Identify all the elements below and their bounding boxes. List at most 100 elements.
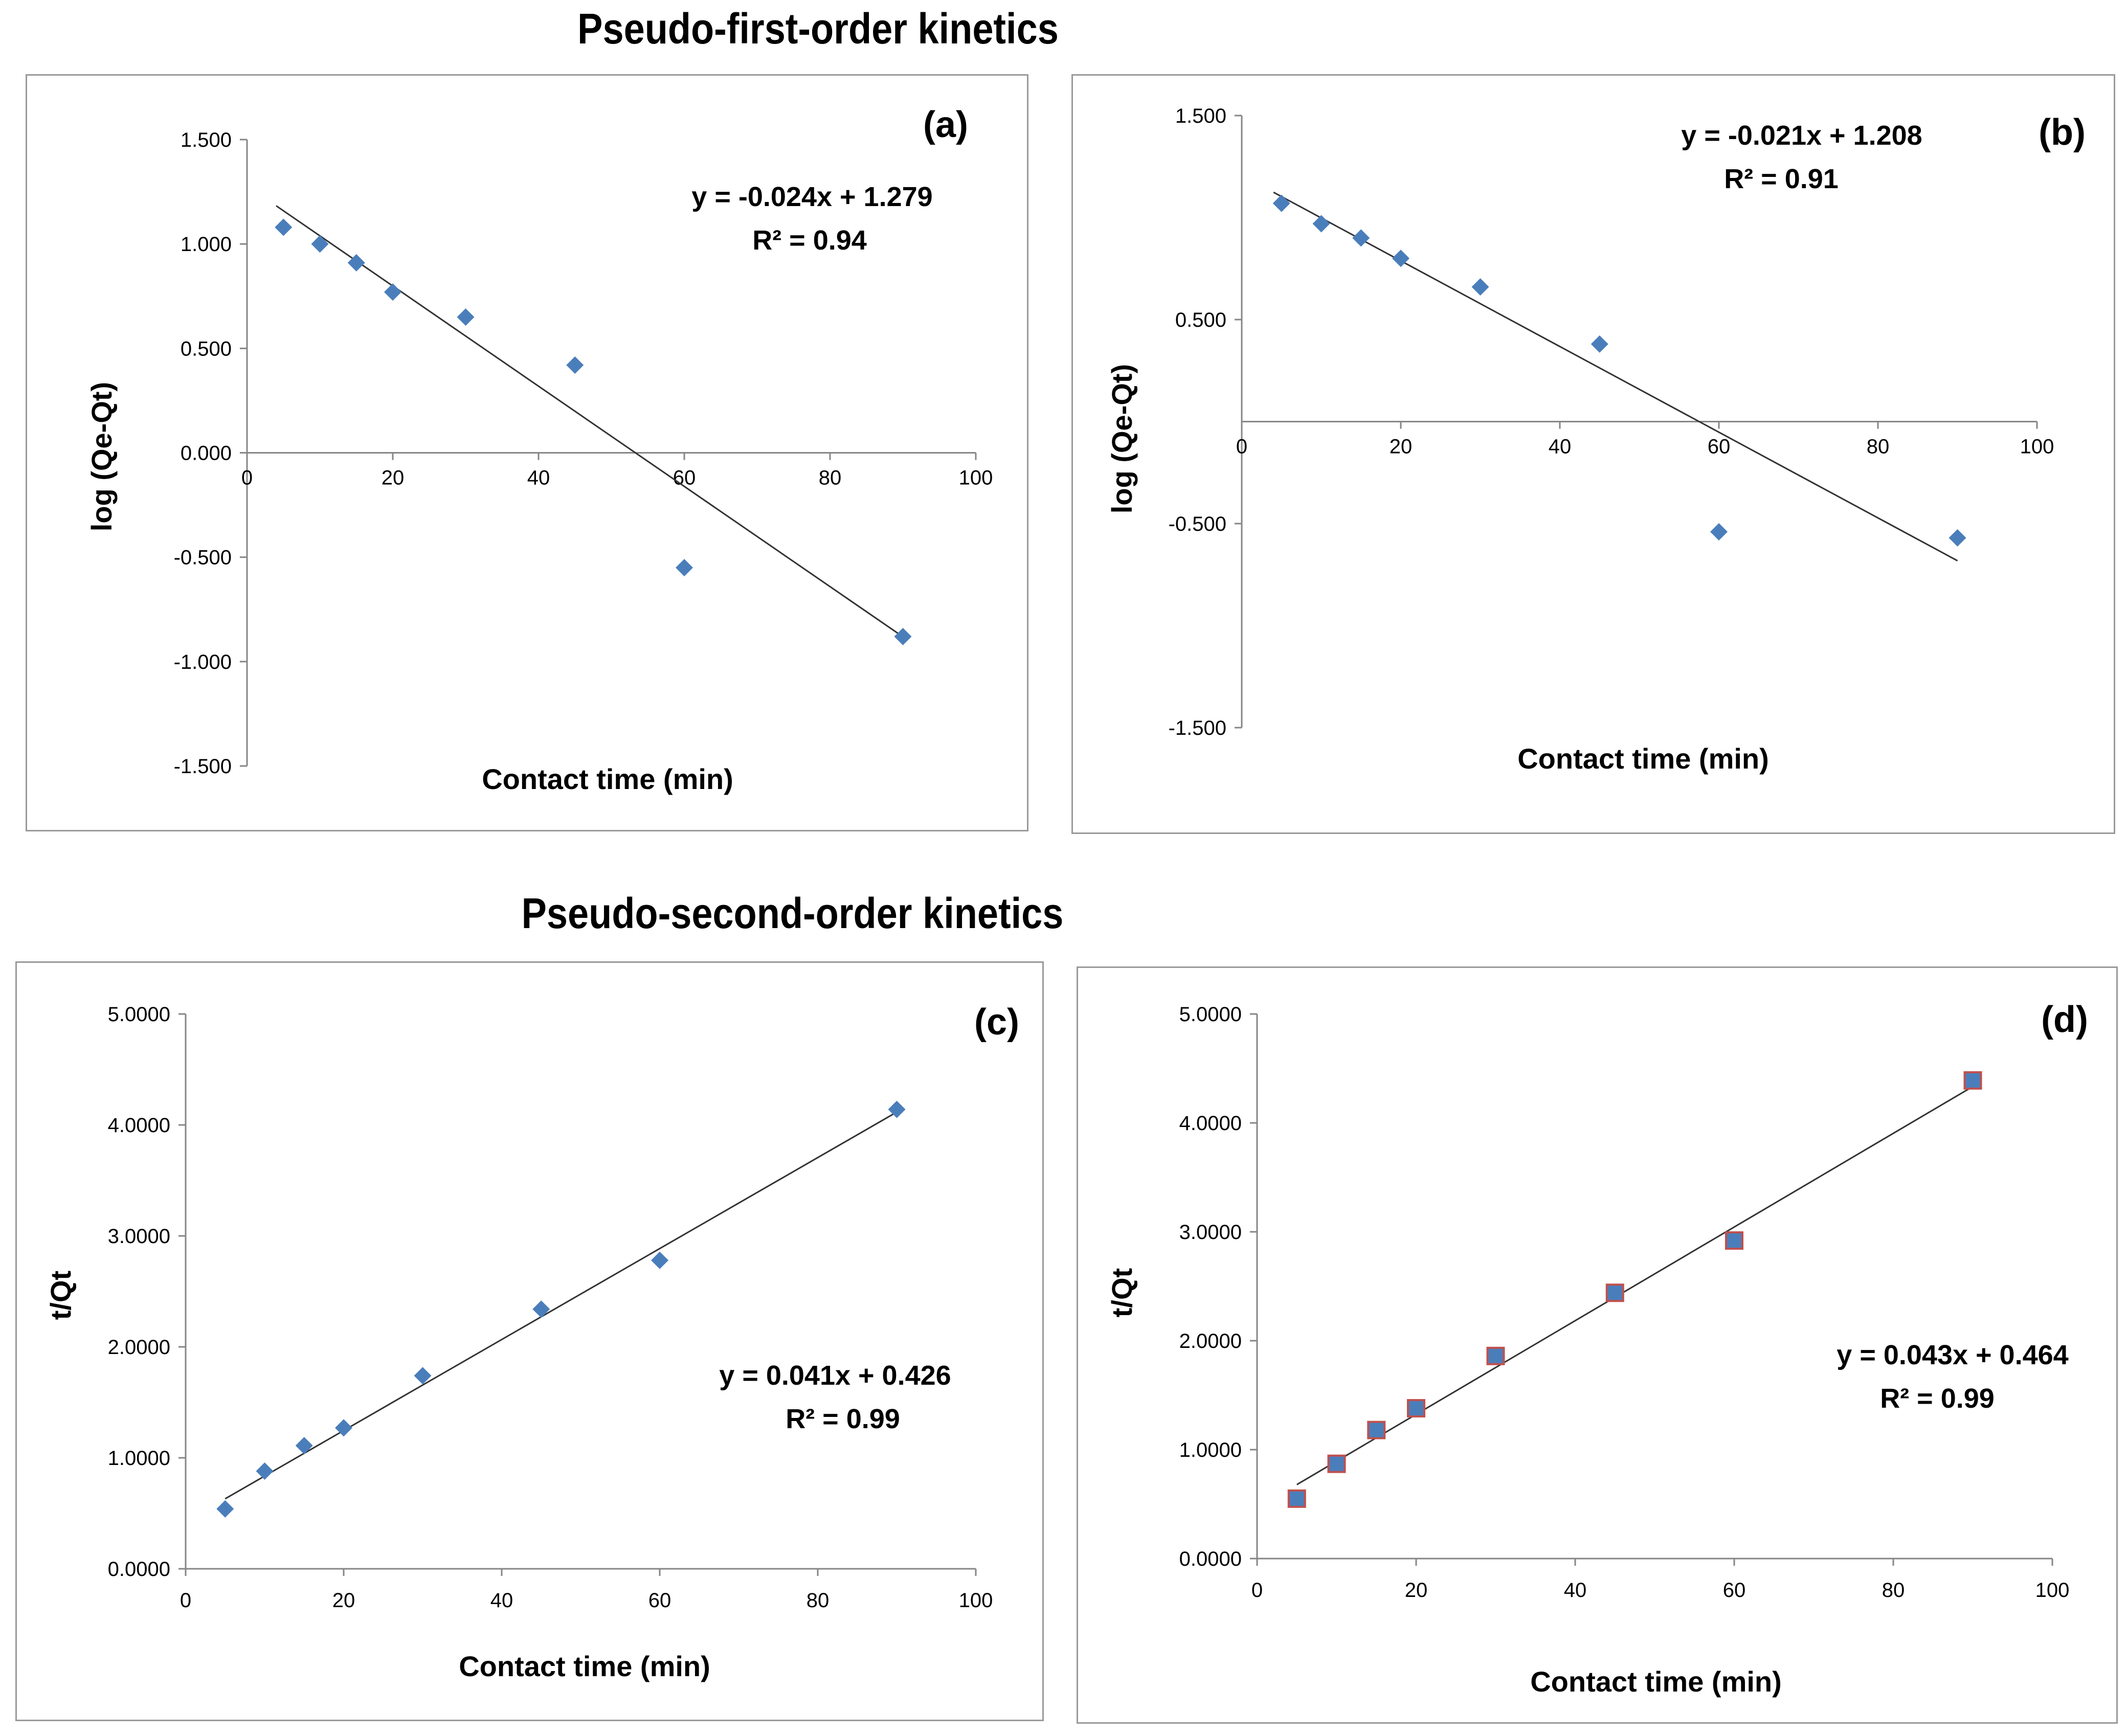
x-tick-label: 40 (490, 1589, 513, 1612)
data-point (1392, 250, 1409, 267)
y-tick-label: 0.000 (181, 442, 232, 465)
trendline-equation: y = 0.043x + 0.464 (1837, 1340, 2068, 1370)
y-tick-label: -1.500 (1169, 717, 1226, 739)
y-tick-label: 3.0000 (108, 1225, 170, 1248)
y-tick-label: 2.0000 (1179, 1330, 1242, 1352)
x-tick-label: 40 (1564, 1579, 1587, 1602)
x-tick-label: 0 (1251, 1579, 1263, 1602)
data-point (1367, 1421, 1386, 1439)
chart-svg: 0.0000 1.0000 2.0000 3.0000 4.0000 5.0000 0 20 4… (44, 1002, 1019, 1682)
data-point (1287, 1489, 1306, 1508)
y-tick-label: 4.0000 (108, 1114, 170, 1137)
panel-label: (d) (2041, 999, 2088, 1040)
y-tick-label: 5.0000 (108, 1003, 170, 1026)
x-tick-label: 40 (1549, 436, 1572, 458)
data-point (1272, 194, 1290, 212)
x-tick-label: 100 (959, 1589, 993, 1612)
r-squared-label: R² = 0.99 (786, 1404, 900, 1434)
chart-panel-b: -1.500 -0.500 0.500 1.500 0 20 40 60 80 100 y = -0… (1071, 74, 2115, 834)
data-point (1725, 1231, 1743, 1250)
y-tick-label: 2.0000 (108, 1336, 170, 1359)
data-point (1710, 523, 1728, 540)
chart-panel-c: 0.0000 1.0000 2.0000 3.0000 4.0000 5.0000 0 20 4… (15, 961, 1044, 1721)
x-tick-label: 60 (673, 467, 696, 489)
x-tick-label: 60 (1723, 1579, 1746, 1602)
x-tick-label: 60 (648, 1589, 671, 1612)
x-axis-title: Contact time (min) (482, 763, 733, 795)
x-tick-label: 80 (1867, 436, 1890, 458)
x-tick-label: 0 (1236, 436, 1247, 458)
y-tick-label: 0.0000 (1179, 1548, 1242, 1570)
trendline (225, 1111, 898, 1500)
x-axis-title: Contact time (min) (1530, 1665, 1782, 1698)
x-tick-label: 80 (1882, 1579, 1905, 1602)
section-title-second-order: Pseudo-second-order kinetics (521, 889, 1064, 937)
panel-label: (b) (2039, 112, 2086, 153)
data-point (676, 559, 693, 577)
data-point (275, 218, 293, 236)
data-point (311, 235, 329, 253)
x-tick-label: 20 (1405, 1579, 1428, 1602)
panel-label: (a) (923, 104, 968, 145)
y-tick-label: 1.500 (1175, 105, 1226, 127)
data-point (457, 308, 475, 326)
data-point (1312, 215, 1330, 233)
data-point (1471, 278, 1489, 296)
panel-label: (c) (974, 1002, 1019, 1043)
x-tick-label: 80 (807, 1589, 830, 1612)
y-tick-label: 4.0000 (1179, 1112, 1242, 1135)
data-point (384, 283, 401, 301)
data-point (1486, 1346, 1505, 1365)
y-tick-label: 0.0000 (108, 1558, 170, 1581)
data-point (295, 1437, 313, 1455)
data-point (1963, 1071, 1982, 1090)
trendline (1296, 1086, 1974, 1485)
x-tick-label: 100 (2035, 1579, 2070, 1602)
y-tick-label: 1.0000 (108, 1447, 170, 1470)
y-tick-label: -0.500 (1169, 513, 1226, 535)
y-tick-label: -1.000 (174, 651, 232, 673)
y-tick-label: 1.500 (181, 129, 232, 151)
x-tick-label: 0 (180, 1589, 191, 1612)
chart-panel-d: 0.0000 1.0000 2.0000 3.0000 4.0000 5.0000 0 20 4… (1077, 966, 2118, 1724)
y-tick-label: 5.0000 (1179, 1003, 1242, 1026)
chart-svg: 0.0000 1.0000 2.0000 3.0000 4.0000 5.0000 0 20 4… (1106, 999, 2088, 1698)
chart-svg: -1.500 -0.500 0.500 1.500 0 20 40 60 80 100 y = -0… (1106, 105, 2086, 775)
x-tick-label: 100 (959, 467, 993, 489)
data-point (1605, 1283, 1624, 1302)
r-squared-label: R² = 0.91 (1724, 164, 1839, 194)
y-axis-title: t/Qt (1106, 1268, 1138, 1317)
x-axis-title: Contact time (min) (459, 1650, 710, 1682)
data-point (216, 1500, 234, 1518)
data-point (347, 254, 365, 272)
y-axis-title: log (Qe-Qt) (1106, 364, 1138, 513)
y-tick-label: -1.500 (174, 755, 232, 778)
x-tick-label: 20 (332, 1589, 355, 1612)
data-point (894, 627, 912, 645)
x-tick-label: 80 (819, 467, 842, 489)
y-tick-label: 1.000 (181, 233, 232, 256)
x-tick-label: 100 (2020, 436, 2054, 458)
data-point (256, 1462, 274, 1480)
trendline (276, 205, 904, 638)
trendline-equation: y = -0.024x + 1.279 (691, 182, 932, 212)
data-point (1407, 1399, 1425, 1418)
data-point (532, 1300, 550, 1318)
trendline (1273, 191, 1958, 561)
x-tick-label: 40 (527, 467, 550, 489)
trendline-equation: y = 0.041x + 0.426 (719, 1360, 951, 1391)
trendline-equation: y = -0.021x + 1.208 (1681, 120, 1922, 151)
y-axis-title: t/Qt (44, 1271, 77, 1320)
data-point (651, 1251, 668, 1269)
data-point (335, 1419, 352, 1437)
y-tick-label: 1.0000 (1179, 1439, 1242, 1461)
data-point (1591, 335, 1608, 353)
data-point (888, 1100, 906, 1118)
data-point (1352, 229, 1370, 247)
r-squared-label: R² = 0.94 (752, 225, 867, 256)
data-point (1949, 529, 1966, 547)
y-tick-label: -0.500 (174, 547, 232, 569)
x-tick-label: 20 (1390, 436, 1413, 458)
x-axis-title: Contact time (min) (1517, 742, 1769, 775)
y-tick-label: 0.500 (181, 337, 232, 360)
